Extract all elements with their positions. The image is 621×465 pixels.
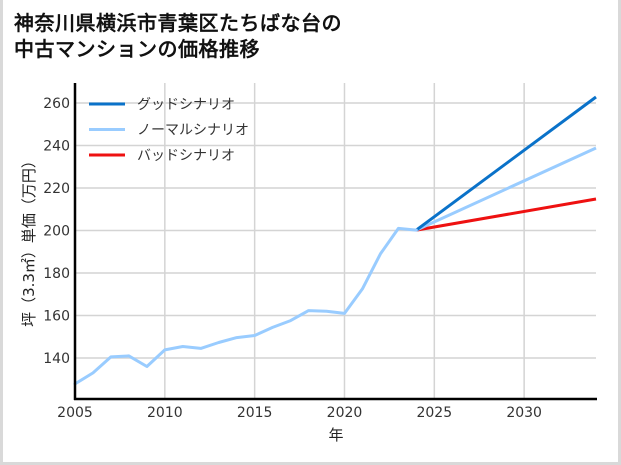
x-tick-label: 2015 (237, 405, 273, 421)
historical-line (73, 226, 418, 386)
x-tick-label: 2005 (57, 405, 93, 421)
y-tick-label: 240 (43, 138, 70, 154)
legend-label: ノーマルシナリオ (137, 123, 249, 139)
y-tick-label: 180 (43, 266, 70, 282)
scenario-line (416, 197, 597, 232)
chart-title-line-1: 神奈川県横浜市青葉区たちばな台の (14, 11, 342, 35)
x-tick-label: 2030 (506, 405, 542, 421)
chart-title-line-2: 中古マンションの価格推移 (14, 37, 260, 61)
y-axis-label: 坪（3.3㎡）単価（万円） (20, 153, 38, 327)
scenario-line (415, 95, 597, 232)
y-tick-label: 200 (43, 223, 70, 239)
x-tick-label: 2020 (327, 405, 363, 421)
scenario-line (415, 146, 597, 232)
x-tick-label: 2025 (416, 405, 452, 421)
y-tick-label: 140 (43, 351, 70, 367)
legend-label: バッドシナリオ (137, 148, 235, 164)
legend-label: グッドシナリオ (137, 97, 235, 113)
x-tick-labels: 2005 2010 2015 2020 2025 2030 (57, 405, 542, 421)
axes (73, 83, 597, 401)
data-lines (73, 95, 597, 386)
chart-title: 神奈川県横浜市青葉区たちばな台の 中古マンションの価格推移 (14, 10, 342, 62)
y-tick-label: 220 (43, 181, 70, 197)
y-tick-label: 260 (43, 96, 70, 112)
x-axis-label: 年 (328, 426, 343, 444)
y-tick-label: 160 (43, 308, 70, 324)
y-tick-labels: 140 160 180 200 220 240 260 (43, 96, 70, 367)
x-tick-label: 2010 (147, 405, 183, 421)
